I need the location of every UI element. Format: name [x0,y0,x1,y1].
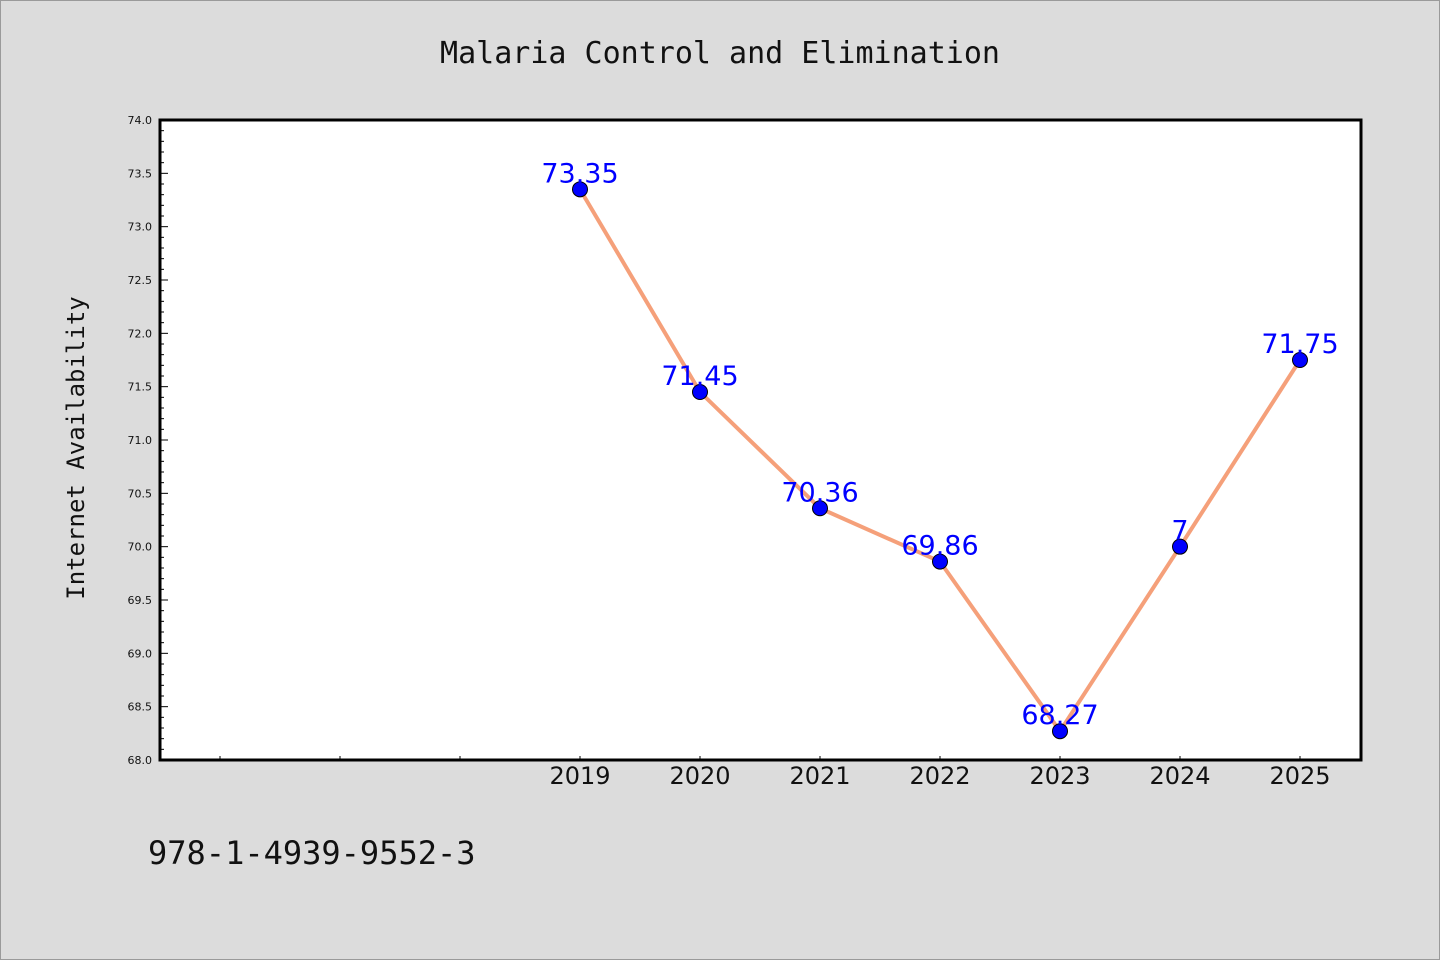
data-label: 71.75 [1261,329,1338,360]
y-tick-label: 72.0 [128,327,153,340]
x-tick-label: 2023 [1029,762,1090,790]
data-point [1052,723,1068,740]
y-axis: 68.0 68.5 69.0 69.5 70.0 70.5 71.0 71.5 72.0 72.5… [128,114,168,767]
data-label: 73.35 [541,158,618,189]
y-tick-label: 68.5 [128,701,153,714]
y-tick-label: 74.0 [128,114,153,127]
chart-title: Malaria Control and Elimination [440,36,1000,71]
y-tick-label: 71.5 [128,381,153,394]
data-label: 68.27 [1021,700,1098,731]
plot-area [158,118,1363,762]
data-point [692,384,708,400]
y-tick-label: 71.0 [128,434,153,447]
y-tick-label: 72.5 [128,274,153,287]
y-tick-label: 70.0 [128,541,153,554]
data-label: 70.36 [781,477,858,508]
y-tick-label: 73.0 [128,221,153,234]
y-axis-label: Internet Availability [62,296,90,599]
data-point [812,500,828,517]
data-point [572,181,588,198]
x-tick-label: 2020 [669,762,730,790]
x-tick-label: 2021 [789,762,850,790]
x-tick-label: 2024 [1149,762,1210,790]
y-tick-label: 68.0 [128,754,153,767]
data-point [932,553,948,570]
x-tick-label: 2025 [1269,762,1330,790]
data-label: 71.45 [661,361,738,392]
y-tick-label: 70.5 [128,487,153,500]
x-tick-label: 2019 [549,762,610,790]
data-label: 7 [1171,516,1188,547]
data-label: 69.86 [901,531,978,562]
data-point [1292,352,1308,368]
series-layer: 73.35 71.45 70.36 69.86 68.27 7 71.75 [541,158,1339,740]
x-axis: 2019 2020 2021 2022 2023 2024 2025 [219,756,1331,790]
y-tick-label: 69.5 [128,594,153,607]
data-point [1172,538,1188,555]
y-tick-label: 73.5 [128,167,153,180]
y-tick-label: 69.0 [128,647,153,660]
isbn-text: 978-1-4939-9552-3 [148,834,476,872]
x-tick-label: 2022 [909,762,970,790]
